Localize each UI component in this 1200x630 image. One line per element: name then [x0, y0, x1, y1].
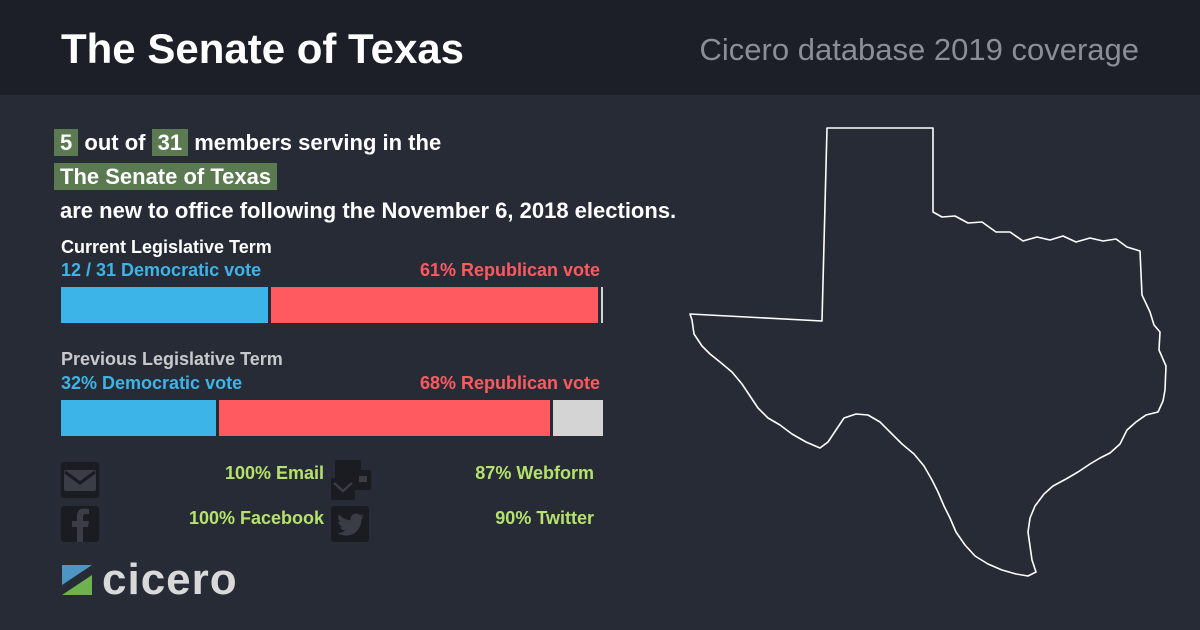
chamber-name: The Senate of Texas: [54, 163, 278, 190]
texas-map: [689, 127, 1167, 577]
previous-dem-segment: [61, 400, 216, 436]
new-members-count: 5: [54, 129, 79, 156]
twitter-coverage: 90% Twitter: [495, 508, 594, 528]
headline-line-3: are new to office following the November…: [54, 194, 676, 228]
previous-other-segment: [553, 400, 603, 436]
cicero-logo-mark: [62, 565, 92, 595]
email-icon: [61, 462, 99, 498]
previous-dem-label: 32% Democratic vote: [61, 373, 243, 393]
current-term-bar: [61, 287, 603, 323]
current-rep-segment: [271, 287, 598, 323]
webform-coverage: 87% Webform: [475, 463, 594, 483]
header: The Senate of Texas Cicero database 2019…: [0, 0, 1200, 95]
headline-out-of: out of: [84, 130, 146, 155]
page-title: The Senate of Texas: [61, 25, 465, 72]
previous-rep-label: 68% Republican vote: [419, 373, 600, 393]
page-subtitle: Cicero database 2019 coverage: [699, 32, 1139, 67]
headline-line-1: 5 out of 31 members serving in the: [54, 126, 676, 160]
current-rep-label: 61% Republican vote: [419, 260, 600, 280]
previous-term-label: Previous Legislative Term: [61, 349, 283, 369]
facebook-icon: [61, 506, 99, 542]
previous-term-bar: [61, 400, 603, 436]
headline-line-2: The Senate of Texas: [54, 160, 676, 194]
current-other-segment: [601, 287, 603, 323]
current-dem-segment: [61, 287, 268, 323]
previous-rep-segment: [219, 400, 550, 436]
headline-line1-end: members serving in the: [194, 130, 442, 155]
cicero-logo: cicero: [62, 555, 238, 604]
twitter-icon: [331, 506, 369, 542]
email-coverage: 100% Email: [224, 463, 324, 483]
current-dem-label: 12 / 31 Democratic vote: [61, 260, 262, 280]
headline: 5 out of 31 members serving in the The S…: [54, 126, 676, 228]
webform-icon: [331, 460, 371, 500]
current-term-label: Current Legislative Term: [61, 237, 272, 257]
headline-line3-text: are new to office following the November…: [60, 198, 677, 223]
logo-text: cicero: [102, 555, 238, 604]
total-members-count: 31: [151, 129, 189, 156]
facebook-coverage: 100% Facebook: [188, 508, 324, 528]
